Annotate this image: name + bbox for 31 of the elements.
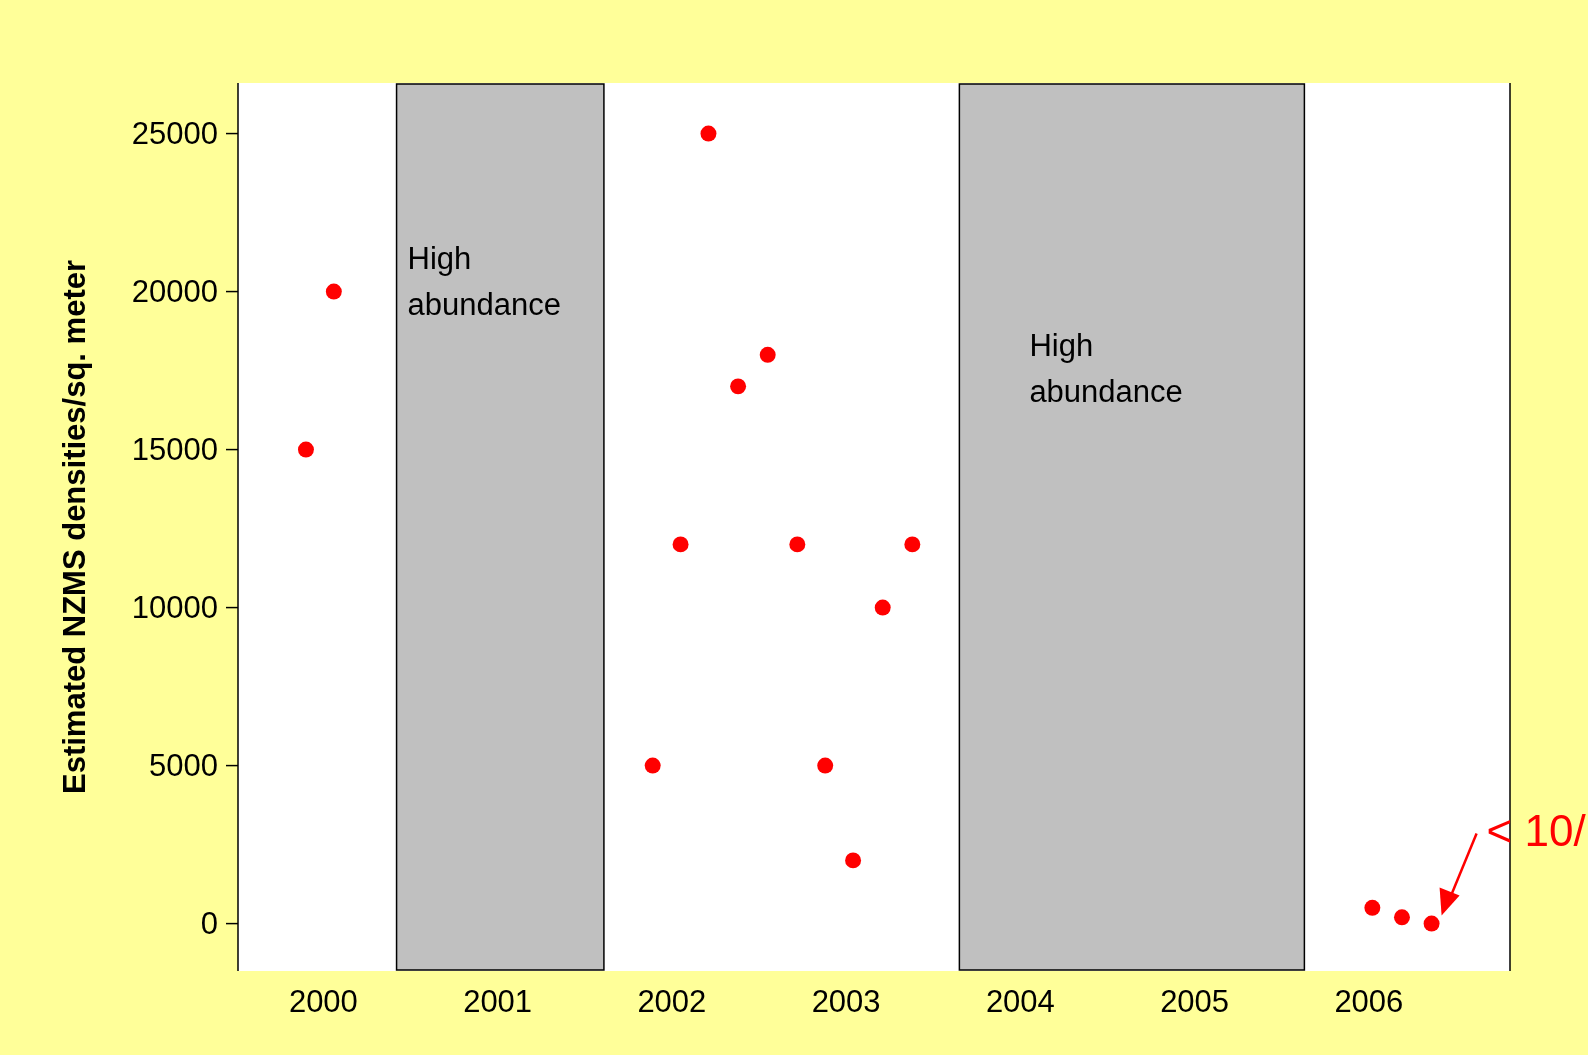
y-tick-label: 0: [200, 906, 218, 942]
x-tick-label: 2000: [288, 983, 358, 1019]
point: [904, 536, 921, 553]
y-axis-title: Estimated NZMS densities/sq. meter: [57, 259, 92, 795]
x-tick-label: 2003: [811, 983, 881, 1019]
point: [730, 378, 747, 395]
point: [644, 757, 661, 774]
point: [759, 346, 776, 363]
point: [325, 283, 342, 300]
point: [789, 536, 806, 553]
x-tick-label: 2004: [985, 983, 1055, 1019]
x-tick-label: 2005: [1160, 983, 1230, 1019]
point: [817, 757, 834, 774]
point: [1423, 915, 1440, 932]
point: [1393, 909, 1410, 926]
x-tick-label: 2006: [1334, 983, 1404, 1019]
band-label: High abundance: [407, 241, 561, 322]
x-tick-label: 2002: [637, 983, 707, 1019]
y-tick-label: 20000: [131, 274, 218, 310]
band-label: High abundance: [1029, 328, 1183, 409]
point: [700, 125, 717, 142]
point: [874, 599, 891, 616]
point: [845, 852, 862, 869]
y-tick-label: 15000: [131, 432, 218, 468]
point: [1364, 899, 1381, 916]
point: [297, 441, 314, 458]
point: [672, 536, 689, 553]
y-tick-label: 25000: [131, 116, 218, 152]
y-tick-label: 10000: [131, 590, 218, 626]
y-tick-label: 5000: [149, 748, 218, 784]
x-tick-label: 2001: [463, 983, 533, 1019]
